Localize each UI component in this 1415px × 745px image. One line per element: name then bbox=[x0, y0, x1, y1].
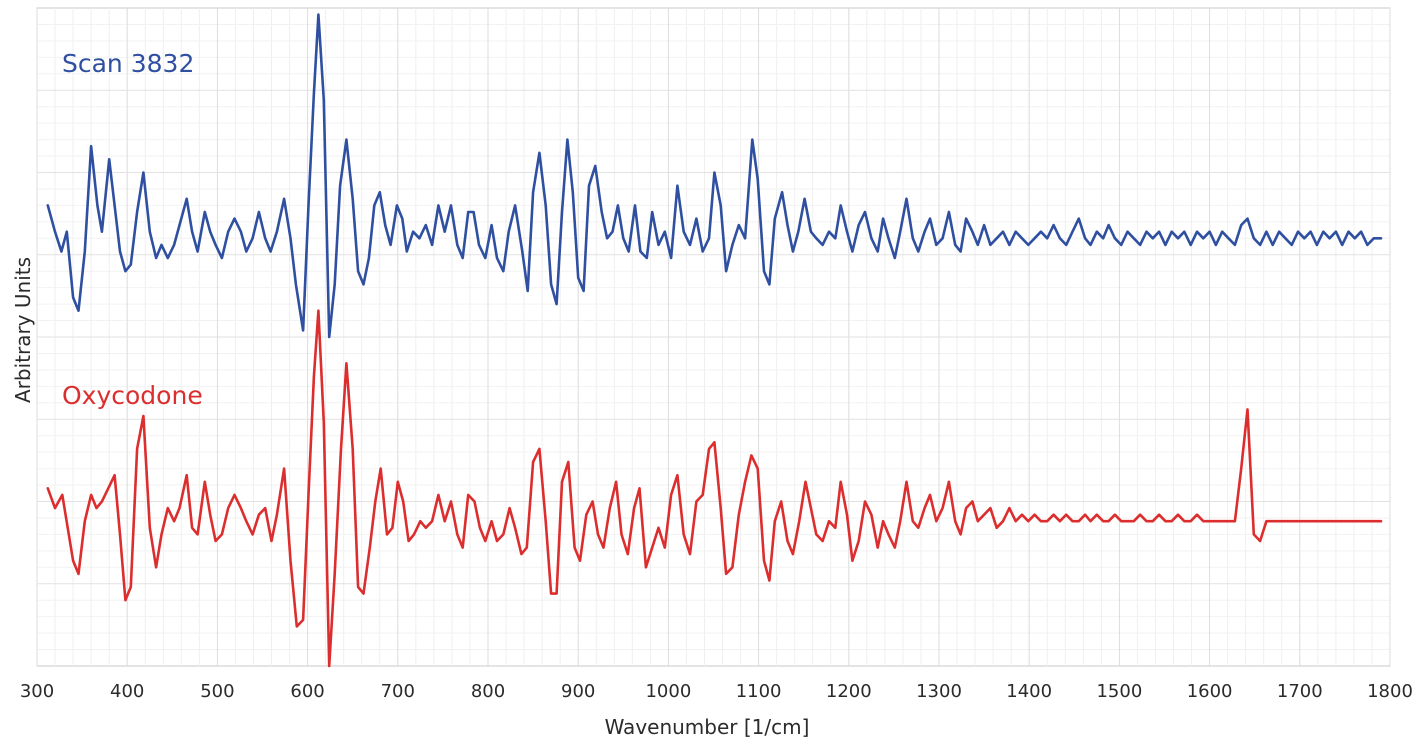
x-tick-label: 1600 bbox=[1187, 681, 1233, 702]
x-tick-label: 900 bbox=[561, 681, 595, 702]
series-line-oxycodone bbox=[46, 309, 1383, 668]
series-label-oxycodone: Oxycodone bbox=[62, 381, 203, 410]
x-tick-label: 1400 bbox=[1006, 681, 1052, 702]
x-tick-labels: 300 400 500 600 700 800 900 1000 1100 1200 1300 140… bbox=[20, 681, 1413, 702]
x-tick-label: 1300 bbox=[916, 681, 962, 702]
x-tick-label: 1200 bbox=[826, 681, 872, 702]
x-tick-label: 500 bbox=[200, 681, 234, 702]
x-tick-label: 1700 bbox=[1277, 681, 1323, 702]
labels-layer: Scan 3832 Oxycodone bbox=[62, 49, 203, 410]
x-axis-title: Wavenumber [1/cm] bbox=[605, 715, 810, 739]
x-tick-label: 700 bbox=[381, 681, 415, 702]
x-tick-label: 400 bbox=[110, 681, 144, 702]
series-line-scan-3832 bbox=[46, 13, 1383, 339]
x-tick-label: 300 bbox=[20, 681, 54, 702]
series-label-scan-3832: Scan 3832 bbox=[62, 49, 194, 78]
x-tick-label: 800 bbox=[471, 681, 505, 702]
x-tick-label: 600 bbox=[290, 681, 324, 702]
x-tick-label: 1800 bbox=[1367, 681, 1413, 702]
x-tick-label: 1000 bbox=[645, 681, 691, 702]
x-tick-label: 1100 bbox=[736, 681, 782, 702]
series-layer bbox=[46, 13, 1383, 668]
y-axis-title: Arbitrary Units bbox=[11, 257, 35, 403]
x-tick-label: 1500 bbox=[1096, 681, 1142, 702]
